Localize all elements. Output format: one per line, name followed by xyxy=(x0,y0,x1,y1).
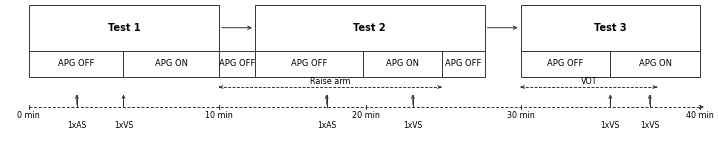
Text: 1xAS: 1xAS xyxy=(317,121,336,130)
Bar xyxy=(29,51,123,77)
Bar xyxy=(610,51,700,77)
Text: APG ON: APG ON xyxy=(155,59,187,68)
Bar xyxy=(521,5,700,51)
Bar xyxy=(363,51,442,77)
Bar xyxy=(219,51,255,77)
Text: 1xAS: 1xAS xyxy=(67,121,86,130)
Text: APG OFF: APG OFF xyxy=(291,59,327,68)
Text: Test 2: Test 2 xyxy=(353,23,386,33)
Text: APG OFF: APG OFF xyxy=(219,59,255,68)
Bar xyxy=(442,51,485,77)
Text: APG OFF: APG OFF xyxy=(445,59,481,68)
Text: Test 3: Test 3 xyxy=(594,23,627,33)
Text: APG ON: APG ON xyxy=(639,59,671,68)
Bar xyxy=(521,51,610,77)
Bar xyxy=(255,51,363,77)
Text: VOT: VOT xyxy=(581,77,597,86)
Bar xyxy=(255,5,485,51)
Text: 1xVS: 1xVS xyxy=(640,121,659,130)
Text: 20 min: 20 min xyxy=(353,111,380,120)
Text: Test 1: Test 1 xyxy=(108,23,140,33)
Text: 0 min: 0 min xyxy=(17,111,40,120)
Bar xyxy=(29,5,219,51)
Bar xyxy=(123,51,219,77)
Text: APG OFF: APG OFF xyxy=(58,59,94,68)
Text: APG ON: APG ON xyxy=(386,59,419,68)
Text: 1xVS: 1xVS xyxy=(404,121,422,130)
Text: 40 min: 40 min xyxy=(686,111,714,120)
Text: 30 min: 30 min xyxy=(507,111,534,120)
Text: 1xVS: 1xVS xyxy=(114,121,133,130)
Text: APG OFF: APG OFF xyxy=(547,59,584,68)
Text: 1xVS: 1xVS xyxy=(601,121,620,130)
Text: Raise arm: Raise arm xyxy=(310,77,350,86)
Text: 10 min: 10 min xyxy=(205,111,233,120)
